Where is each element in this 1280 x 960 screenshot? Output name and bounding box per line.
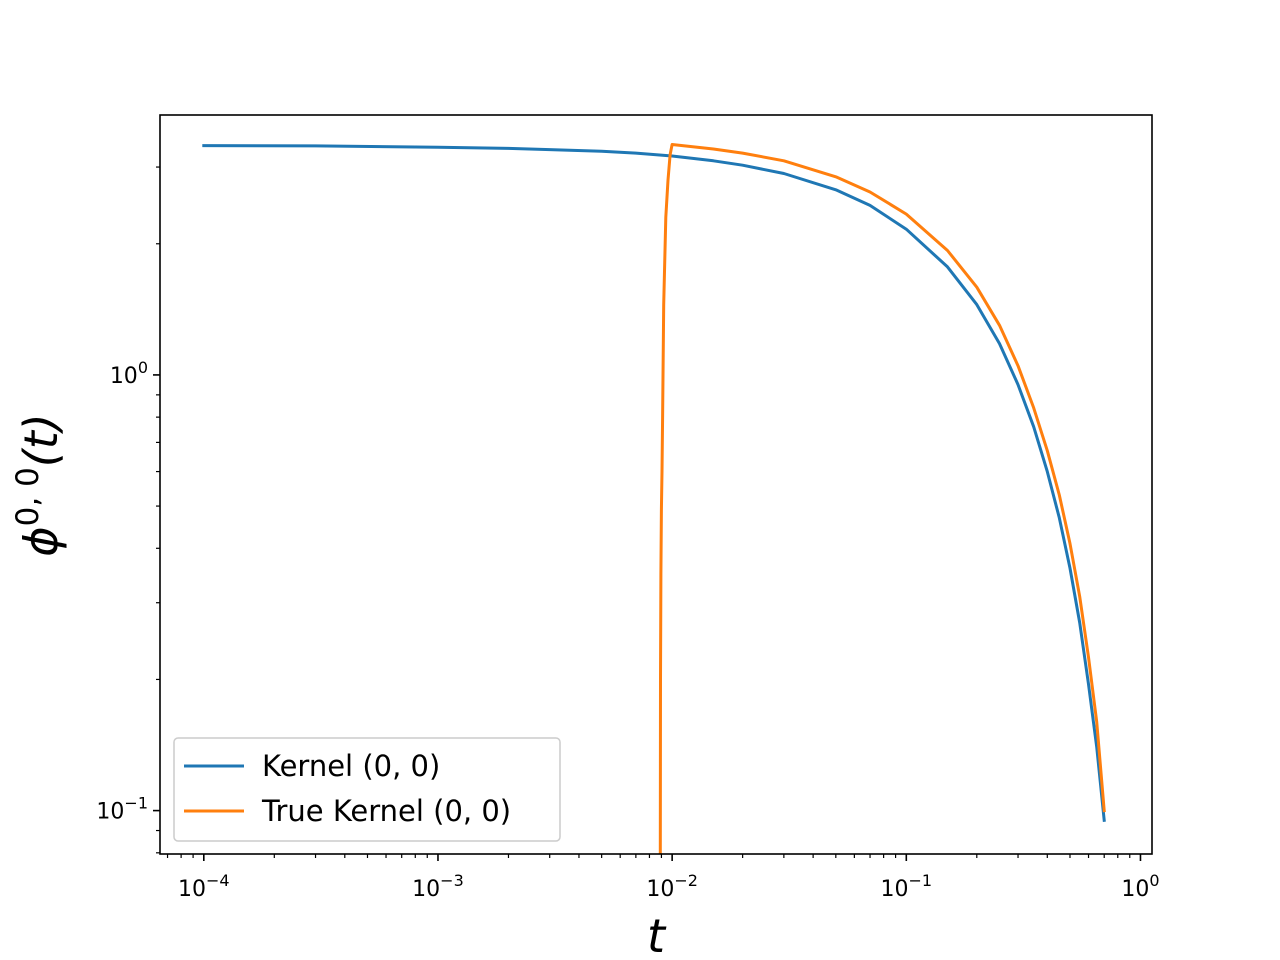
y-axis-title-base: ϕ: [14, 526, 68, 556]
y-tick-label: 10−1: [96, 794, 148, 825]
y-tick-label: 100: [110, 358, 148, 389]
x-tick-label: 10−1: [881, 871, 933, 902]
y-axis-title: ϕ0, 0(t): [10, 413, 68, 556]
series-line-1: [658, 143, 1106, 854]
x-axis: 10−4 10−3 10−2 10−1 100: [166, 854, 1160, 902]
x-axis-title: t: [647, 909, 667, 960]
legend-label-true-kernel: True Kernel (0, 0): [261, 794, 511, 828]
x-tick-label: 10−3: [412, 871, 464, 902]
legend-box: [173, 737, 561, 842]
x-tick-label: 10−2: [646, 871, 698, 902]
plot-frame: [159, 114, 1153, 855]
legend: Kernel (0, 0) True Kernel (0, 0): [173, 737, 561, 842]
x-tick-label: 10−4: [178, 871, 230, 902]
series-line-0: [202, 144, 1106, 822]
svg-text:ϕ0, 0(t): ϕ0, 0(t): [10, 413, 68, 556]
y-axis-title-superscript: 0, 0: [10, 467, 46, 526]
legend-label-kernel: Kernel (0, 0): [262, 749, 440, 783]
y-axis: 10−1 100: [96, 166, 160, 854]
y-axis-title-argument: (t): [14, 413, 68, 467]
series-layer: [202, 143, 1106, 854]
x-tick-label: 100: [1121, 871, 1159, 902]
